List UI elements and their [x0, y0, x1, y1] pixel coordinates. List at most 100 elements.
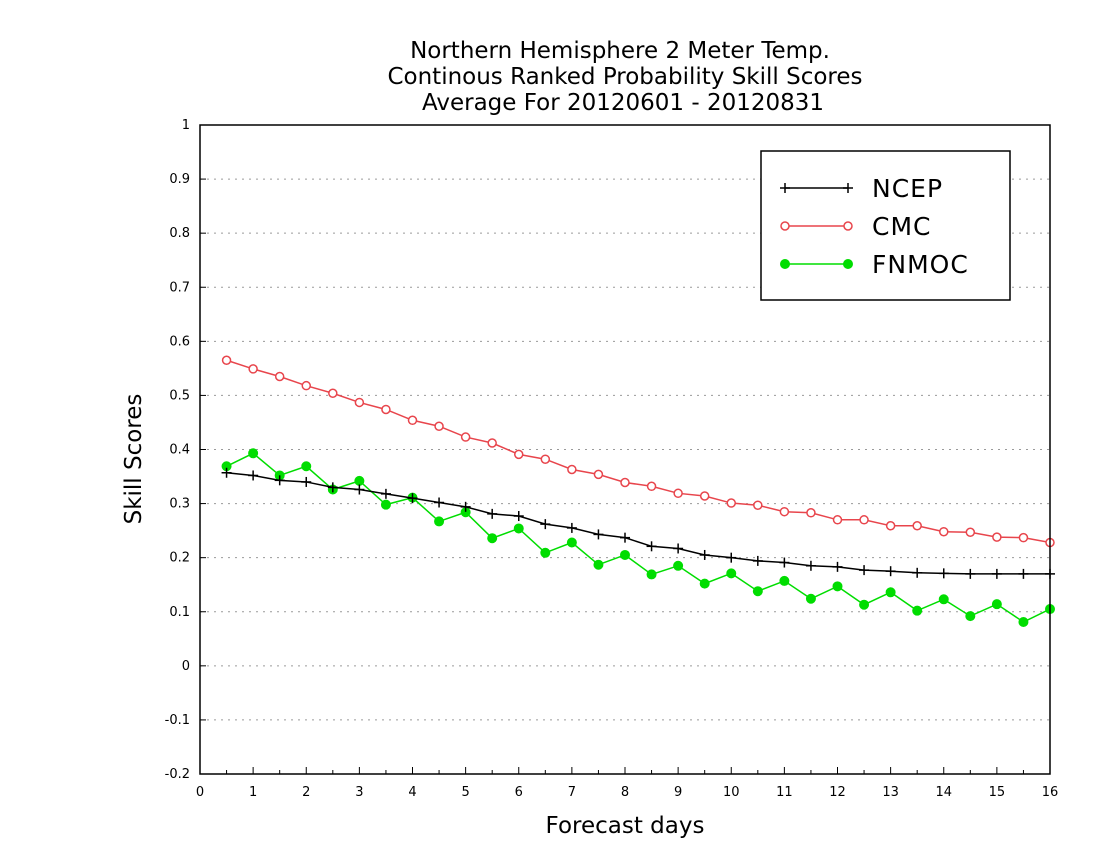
- chart-title-line-3: Average For 20120601 - 20120831: [422, 90, 824, 116]
- data-series: [221, 355, 1055, 628]
- x-tick-label: 1: [249, 785, 257, 800]
- data-point-cmc: [726, 498, 736, 508]
- data-point-cmc: [514, 449, 524, 460]
- data-point-ncep: [912, 567, 923, 578]
- data-point-ncep: [460, 501, 471, 512]
- data-point-cmc: [673, 488, 683, 499]
- legend-marker-fnmoc: [780, 259, 790, 269]
- data-point-ncep: [354, 484, 365, 495]
- gridlines: [200, 178, 1050, 721]
- x-axis-label: Forecast days: [546, 813, 705, 839]
- x-tick-label: 12: [829, 785, 846, 800]
- data-point-ncep: [859, 565, 870, 576]
- data-point-fnmoc: [938, 594, 949, 605]
- data-point-cmc: [593, 469, 604, 480]
- legend-marker-ncep: [843, 183, 853, 193]
- data-point-cmc: [328, 388, 338, 399]
- data-point-ncep: [805, 560, 816, 571]
- y-axis-label: Skill Scores: [121, 394, 147, 525]
- data-point-fnmoc: [620, 549, 630, 560]
- data-point-ncep: [620, 532, 630, 543]
- data-point-ncep: [487, 508, 498, 519]
- data-point-ncep: [673, 543, 684, 554]
- series-line-fnmoc: [226, 452, 1051, 623]
- x-tick-label: 2: [302, 785, 310, 800]
- data-point-fnmoc: [859, 599, 870, 610]
- data-point-fnmoc: [540, 547, 551, 558]
- x-tick-label: 0: [196, 785, 204, 800]
- data-point-fnmoc: [752, 586, 763, 597]
- data-point-ncep: [699, 549, 710, 560]
- plot-area-frame: [199, 124, 1051, 775]
- data-point-ncep: [726, 552, 737, 563]
- data-point-cmc: [248, 364, 258, 374]
- axis-ticks: -0.2-0.100.10.20.30.40.50.60.70.80.910 1 2…: [165, 118, 1059, 800]
- data-point-ncep: [248, 470, 259, 481]
- data-point-fnmoc: [434, 516, 445, 527]
- data-point-fnmoc: [991, 599, 1002, 610]
- y-tick-label: 0.8: [169, 226, 190, 241]
- data-point-ncep: [301, 476, 312, 487]
- x-tick-label: 11: [776, 785, 793, 800]
- data-point-fnmoc: [380, 499, 391, 510]
- data-point-fnmoc: [779, 575, 790, 586]
- data-point-fnmoc: [354, 475, 365, 486]
- data-point-ncep: [646, 541, 657, 552]
- y-tick-label: 0.7: [169, 280, 190, 295]
- legend-item-cmc: CMC: [780, 212, 930, 241]
- data-point-cmc: [965, 527, 976, 537]
- series-cmc: [221, 355, 1055, 548]
- data-point-ncep: [965, 568, 976, 579]
- legend-label-ncep: NCEP: [872, 174, 943, 203]
- chart-title-line-2: Continous Ranked Probability Skill Score…: [387, 64, 862, 90]
- data-point-cmc: [646, 481, 657, 492]
- legend-marker-cmc: [780, 221, 790, 231]
- data-point-ncep: [832, 561, 843, 572]
- data-point-cmc: [699, 491, 710, 501]
- data-point-cmc: [859, 515, 869, 525]
- chart-title-line-1: Northern Hemisphere 2 Meter Temp.: [410, 38, 830, 64]
- data-point-fnmoc: [593, 559, 604, 570]
- x-tick-label: 6: [515, 785, 523, 800]
- data-point-cmc: [274, 371, 285, 382]
- legend-item-fnmoc: FNMOC: [780, 250, 968, 279]
- series-line-ncep: [226, 472, 1050, 575]
- y-tick-label: 0.2: [169, 551, 190, 566]
- data-point-cmc: [407, 415, 418, 426]
- x-tick-label: 8: [621, 785, 629, 800]
- data-point-ncep: [885, 566, 896, 577]
- y-tick-label: -0.2: [165, 767, 190, 782]
- series-line-cmc: [226, 359, 1051, 544]
- chart-title: Northern Hemisphere 2 Meter Temp. Contin…: [387, 38, 862, 116]
- x-tick-label: 10: [723, 785, 740, 800]
- data-point-fnmoc: [726, 568, 737, 579]
- data-point-cmc: [221, 355, 232, 366]
- data-point-cmc: [354, 397, 365, 408]
- data-point-ncep: [221, 467, 232, 478]
- data-point-ncep: [938, 568, 949, 579]
- x-tick-label: 14: [935, 785, 952, 800]
- data-point-ncep: [991, 568, 1002, 579]
- data-point-cmc: [540, 454, 551, 464]
- y-tick-label: -0.1: [165, 713, 190, 728]
- data-point-cmc: [381, 404, 391, 415]
- data-point-cmc: [806, 508, 816, 518]
- data-point-cmc: [567, 464, 577, 475]
- legend-marker-cmc: [843, 221, 853, 231]
- data-point-cmc: [992, 532, 1002, 542]
- data-point-fnmoc: [1018, 617, 1029, 628]
- data-point-ncep: [752, 555, 763, 566]
- series-ncep: [221, 467, 1055, 579]
- y-tick-label: 0: [182, 659, 190, 674]
- data-point-cmc: [487, 438, 497, 448]
- data-point-cmc: [434, 421, 444, 431]
- x-tick-label: 7: [568, 785, 576, 800]
- x-tick-label: 15: [989, 785, 1006, 800]
- data-point-ncep: [540, 519, 551, 530]
- data-point-fnmoc: [487, 533, 498, 544]
- data-point-ncep: [513, 511, 524, 522]
- legend-marker-ncep: [780, 183, 790, 193]
- data-point-ncep: [434, 497, 445, 508]
